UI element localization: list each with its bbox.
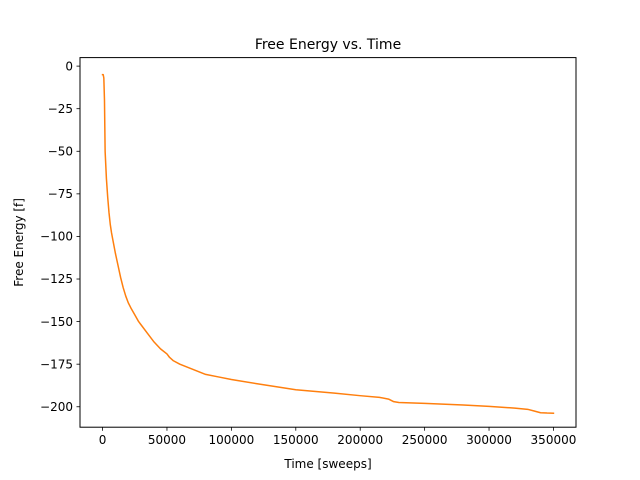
y-tick-label: −50 <box>48 144 73 158</box>
x-tick-label: 250000 <box>402 433 448 447</box>
y-tick-label: −200 <box>40 400 73 414</box>
y-tick-label: −175 <box>40 357 73 371</box>
y-tick-label: −25 <box>48 102 73 116</box>
x-tick-label: 150000 <box>273 433 319 447</box>
x-tick-label: 300000 <box>466 433 512 447</box>
plot-layer <box>101 73 555 414</box>
y-tick-label: −150 <box>40 315 73 329</box>
y-tick-label: −100 <box>40 230 73 244</box>
x-tick-label: 100000 <box>208 433 254 447</box>
x-axis-label: Time [sweeps] <box>283 457 371 471</box>
y-axis: 0 −25 −50 −75 −100 −125 −150 −175 −200 <box>40 59 80 414</box>
x-tick-label: 50000 <box>148 433 186 447</box>
y-tick-label: 0 <box>65 59 73 73</box>
x-axis: 0 50000 100000 150000 200000 250000 300000 3500… <box>99 427 577 447</box>
y-tick-label: −125 <box>40 272 73 286</box>
x-tick-label: 0 <box>99 433 107 447</box>
plot-frame <box>79 57 577 428</box>
y-tick-label: −75 <box>48 187 73 201</box>
chart-title: Free Energy vs. Time <box>255 37 401 53</box>
y-axis-label: Free Energy [f] <box>12 198 26 287</box>
x-tick-label: 350000 <box>531 433 577 447</box>
series-line-0 <box>101 73 555 414</box>
x-tick-label: 200000 <box>337 433 383 447</box>
